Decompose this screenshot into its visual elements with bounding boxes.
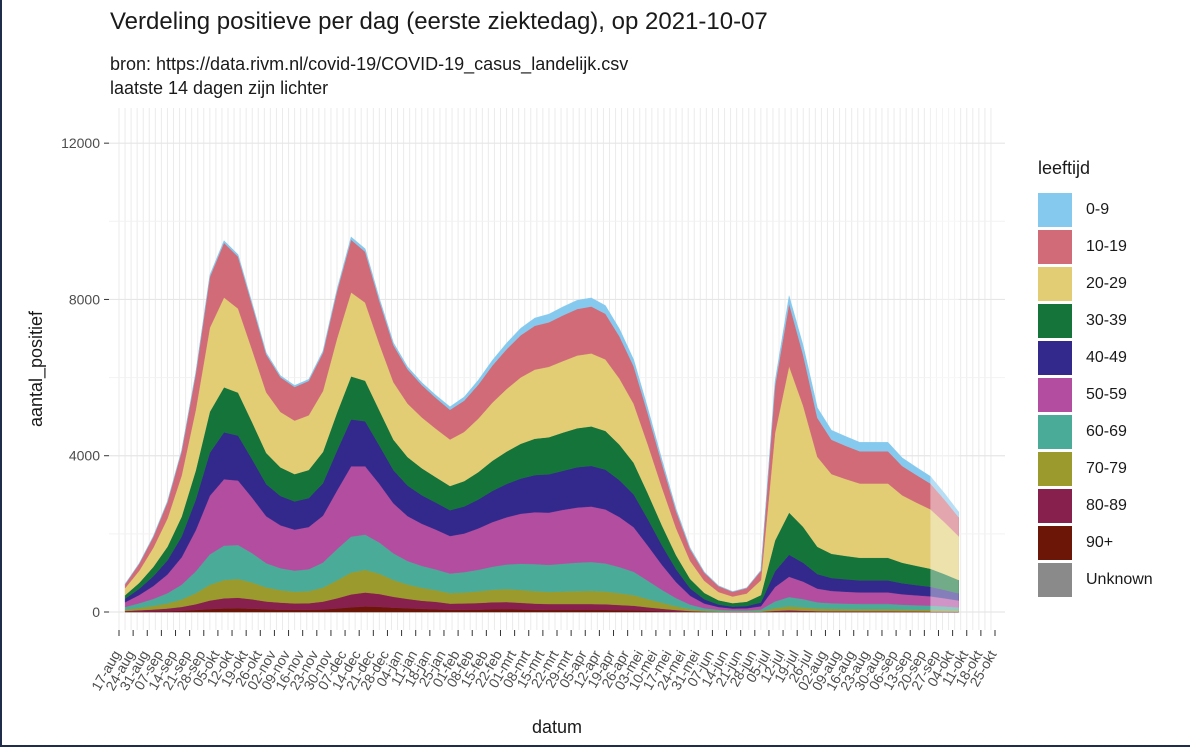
chart-title: Verdeling positieve per dag (eerste ziek… (110, 8, 768, 35)
legend-swatch (1038, 340, 1072, 375)
recent-days-highlight (930, 108, 959, 612)
legend-swatch (1038, 229, 1072, 264)
legend-swatch (1038, 488, 1072, 523)
legend-item-80-89: 80-89 (1038, 487, 1153, 524)
legend-title: leeftijd (1038, 158, 1091, 178)
y-axis-title: aantal_positief (26, 310, 47, 427)
subtitle-note-line: laatste 14 dagen zijn lichter (110, 78, 329, 98)
y-tick-label: 8000 (69, 291, 100, 307)
legend-label: 80-89 (1086, 496, 1127, 514)
y-tick-label: 0 (92, 604, 100, 620)
legend-item-0-9: 0-9 (1038, 191, 1153, 228)
stacked-area-chart: 0 4000 8000 12000 17-aug24-aug31-aug07-sep1… (26, 108, 1005, 737)
legend-item-20-29: 20-29 (1038, 265, 1153, 302)
legend-items: 0-9 10-19 20-29 30-39 40-49 50-59 60-69 70-79 80… (1038, 191, 1153, 598)
x-axis-title: datum (532, 717, 582, 737)
legend-swatch (1038, 562, 1072, 597)
legend-swatch (1038, 266, 1072, 301)
legend-swatch (1038, 414, 1072, 449)
legend-item-10-19: 10-19 (1038, 228, 1153, 265)
legend-label: 20-29 (1086, 274, 1127, 292)
legend-label: 90+ (1086, 533, 1114, 551)
subtitle-source-line: bron: https://data.rivm.nl/covid-19/COVI… (110, 54, 629, 74)
y-tick-label: 4000 (69, 448, 100, 464)
data-layers (124, 236, 959, 613)
legend-label: 60-69 (1086, 422, 1127, 440)
legend-item-70-79: 70-79 (1038, 450, 1153, 487)
legend-swatch (1038, 192, 1072, 227)
legend: leeftijd 0-9 10-19 20-29 30-39 40-49 50-59 60-… (1038, 158, 1153, 598)
legend-item-30-39: 30-39 (1038, 302, 1153, 339)
legend-label: 40-49 (1086, 348, 1127, 366)
x-axis: 17-aug24-aug31-aug07-sep14-sep21-sep28-s… (88, 630, 1000, 693)
y-axis: 0 4000 8000 12000 (61, 135, 109, 620)
legend-item-unknown: Unknown (1038, 561, 1153, 598)
legend-label: 10-19 (1086, 237, 1127, 255)
legend-item-60-69: 60-69 (1038, 413, 1153, 450)
y-tick-label: 12000 (61, 135, 100, 151)
legend-item-90-: 90+ (1038, 524, 1153, 561)
legend-swatch (1038, 525, 1072, 560)
legend-item-40-49: 40-49 (1038, 339, 1153, 376)
legend-label: 30-39 (1086, 311, 1127, 329)
legend-label: 0-9 (1086, 200, 1110, 218)
legend-label: 50-59 (1086, 385, 1127, 403)
chart-subtitle: bron: https://data.rivm.nl/covid-19/COVI… (110, 52, 628, 100)
area-series-0-9 (124, 236, 959, 593)
legend-label: 70-79 (1086, 459, 1127, 477)
legend-swatch (1038, 303, 1072, 338)
legend-swatch (1038, 377, 1072, 412)
legend-item-50-59: 50-59 (1038, 376, 1153, 413)
legend-label: Unknown (1086, 570, 1153, 588)
legend-swatch (1038, 451, 1072, 486)
